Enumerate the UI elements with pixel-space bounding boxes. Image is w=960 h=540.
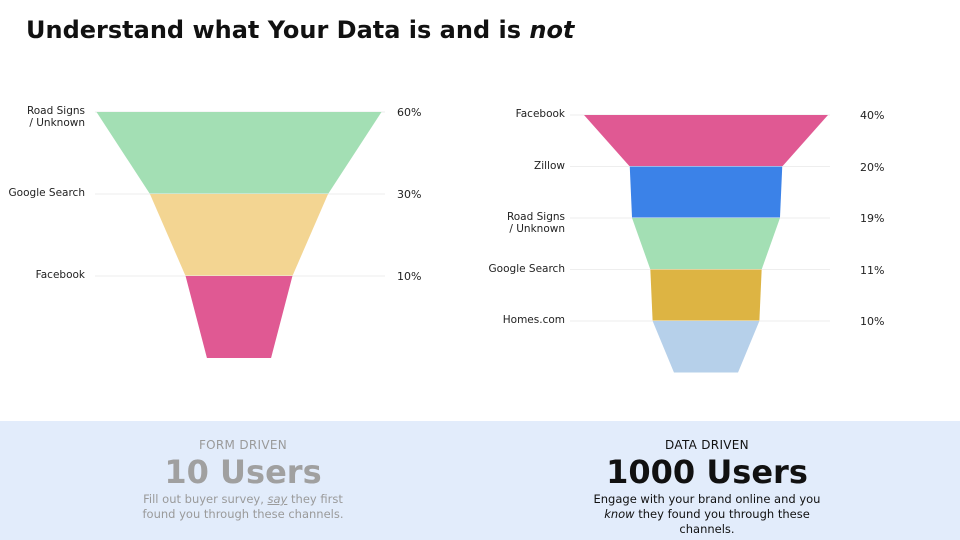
- summary-panel: DATA DRIVEN 1000 Users Engage with your br…: [557, 438, 857, 537]
- funnel-segment: [652, 321, 760, 373]
- value-label: 11%: [860, 263, 885, 277]
- summary-band: [0, 421, 960, 540]
- panel-description: Fill out buyer survey, say they first fo…: [128, 492, 358, 522]
- funnel-segment: [584, 115, 828, 167]
- description-text: they first found you through these chann…: [142, 492, 344, 521]
- summary-panel: FORM DRIVEN 10 Users Fill out buyer survey…: [93, 438, 393, 522]
- funnel-segment: [632, 218, 780, 270]
- panel-headline: 10 Users: [164, 453, 322, 491]
- panel-heading: DATA DRIVEN: [665, 438, 749, 452]
- category-label: Google Search: [8, 187, 85, 199]
- funnel-segment: [629, 166, 783, 218]
- category-label: Road Signs / Unknown: [506, 211, 565, 235]
- value-label: 10%: [397, 270, 422, 283]
- value-label: 19%: [860, 212, 885, 225]
- value-label: 30%: [397, 188, 422, 201]
- category-label: Google Search: [488, 262, 565, 275]
- emphasis: say: [267, 492, 288, 506]
- emphasis: know: [604, 507, 635, 521]
- category-label: Facebook: [515, 108, 565, 120]
- category-label: Homes.com: [502, 314, 565, 326]
- value-label: 60%: [397, 106, 422, 119]
- title-emphasis: not: [529, 16, 575, 44]
- charts: [95, 111, 830, 373]
- title-text: Understand what Your Data is and is: [26, 16, 530, 44]
- value-label: 40%: [860, 109, 885, 122]
- description-text: Engage with your brand online and you: [593, 492, 821, 506]
- panel-heading: FORM DRIVEN: [198, 438, 288, 452]
- funnel-segment: [650, 269, 762, 321]
- category-label: Zillow: [534, 159, 565, 172]
- category-label: Facebook: [35, 269, 85, 281]
- funnel-segment: [149, 194, 329, 276]
- value-label: 20%: [860, 160, 885, 174]
- funnel-segment: [96, 112, 382, 194]
- slide-title: Understand what Your Data is and is not: [26, 16, 574, 44]
- description-text: Fill out buyer survey,: [143, 492, 268, 506]
- funnel-segment: [185, 276, 293, 358]
- panel-description: Engage with your brand online and you kn…: [592, 492, 822, 537]
- description-text: they found you through these channels.: [634, 507, 810, 536]
- value-label: 10%: [860, 315, 885, 328]
- panel-headline: 1000 Users: [606, 453, 808, 491]
- category-label: Road Signs / Unknown: [26, 105, 85, 129]
